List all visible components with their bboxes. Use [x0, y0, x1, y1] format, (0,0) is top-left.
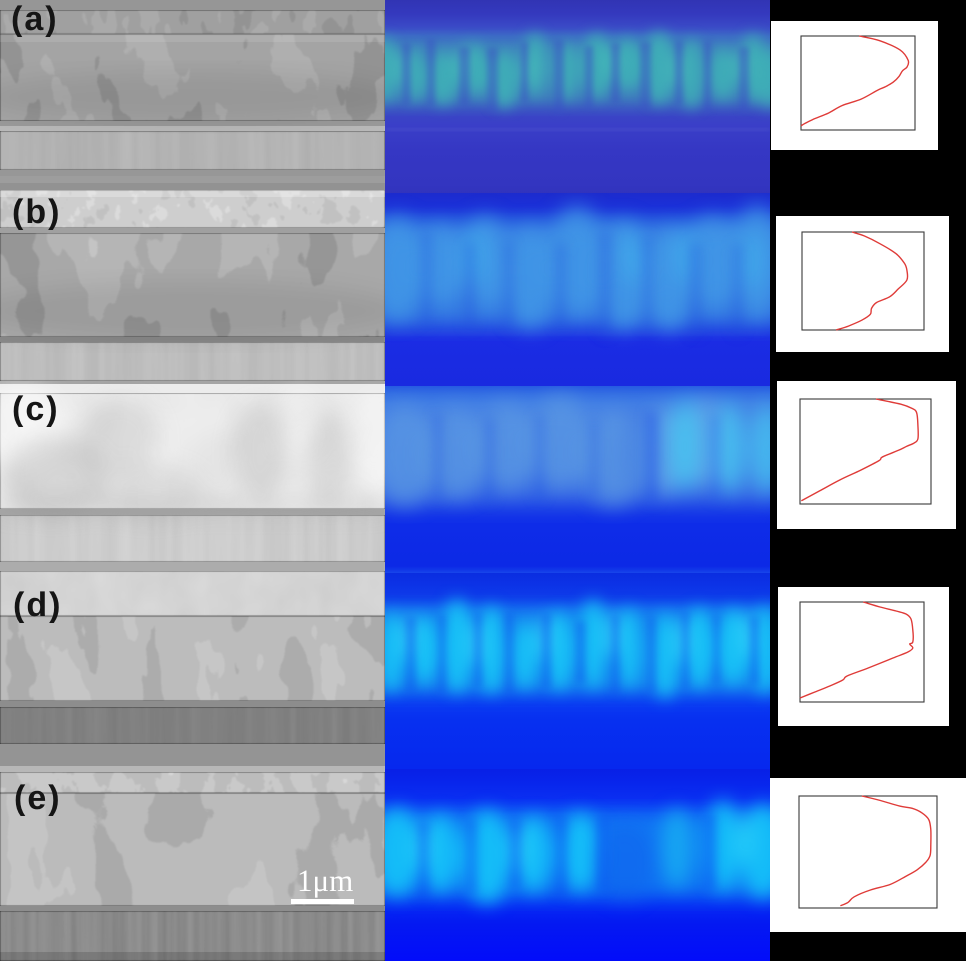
- svg-text:1μm: 1μm: [297, 863, 353, 898]
